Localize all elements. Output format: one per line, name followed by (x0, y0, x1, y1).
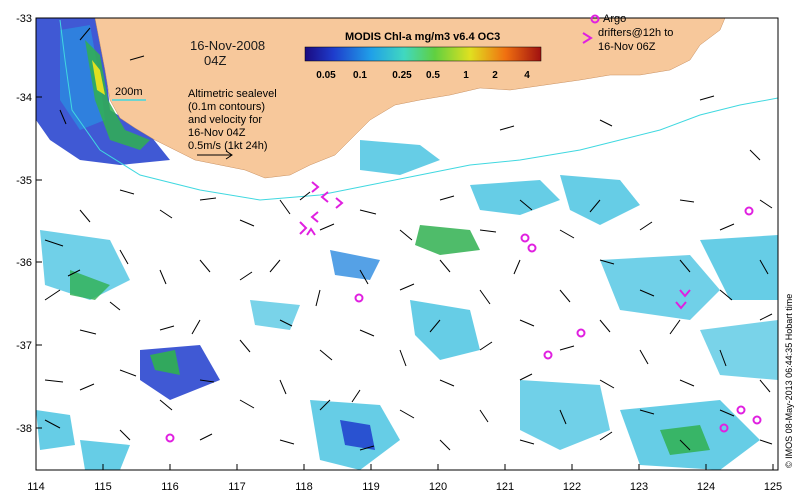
colorbar-label: 0.25 (392, 70, 412, 81)
argo-legend-marker (590, 14, 600, 24)
lon-tick-label: 118 (295, 481, 313, 493)
lat-tick-label: -35 (16, 175, 32, 187)
lon-tick-label: 124 (697, 481, 715, 493)
lon-tick-label: 122 (563, 481, 581, 493)
lon-tick-label: 117 (228, 481, 246, 493)
argo-drifter-tracks (299, 181, 691, 310)
lon-tick-label: 125 (764, 481, 782, 493)
altimetry-note: Altimetric sealevel (0.1m contours) and … (188, 88, 277, 152)
lon-tick-label: 115 (94, 481, 112, 493)
credit-label: © IMOS 08-May-2013 06:44:35 Hobart time (784, 294, 794, 468)
colorbar-title: MODIS Chl-a mg/m3 v6.4 OC3 (345, 31, 500, 43)
colorbar-label: 4 (524, 70, 530, 81)
latitude-labels: -33 -34 -35 -36 -37 -38 (16, 13, 32, 435)
lat-tick-label: -33 (16, 13, 32, 25)
altimetry-note-line: 16-Nov 04Z (188, 127, 246, 139)
lat-tick-label: -34 (16, 92, 32, 104)
plot-frame (35, 17, 779, 471)
velocity-arrows (44, 27, 773, 451)
lon-tick-label: 116 (161, 481, 179, 493)
chlorophyll-patches (36, 18, 778, 470)
altimetry-note-line: 0.5m/s (1kt 24h) (188, 140, 267, 152)
longitude-labels: 114 115 116 117 118 119 120 121 122 123 … (27, 481, 782, 493)
colorbar (304, 46, 542, 62)
date-label: 16-Nov-2008 (190, 38, 265, 53)
contour-legend-label: 200m (115, 86, 143, 98)
axis-ticks (35, 17, 774, 470)
lon-tick-label: 114 (27, 481, 45, 493)
argo-legend-track-marker (582, 32, 593, 44)
time-label: 04Z (204, 53, 226, 68)
altimetry-note-line: Altimetric sealevel (188, 88, 277, 100)
argo-drifters (165, 206, 762, 443)
depth-contour-200m (59, 19, 778, 201)
lon-tick-label: 121 (496, 481, 514, 493)
lon-tick-label: 123 (630, 481, 648, 493)
colorbar-label: 0.05 (316, 70, 336, 81)
australia-land (94, 18, 726, 179)
altimetry-note-line: (0.1m contours) (188, 101, 265, 113)
lat-tick-label: -37 (16, 340, 32, 352)
colorbar-label: 0.1 (353, 70, 367, 81)
argo-legend: Argo drifters@12h to 16-Nov 06Z (598, 13, 673, 53)
lat-tick-label: -36 (16, 257, 32, 269)
argo-legend-line: drifters@12h to (598, 27, 673, 39)
colorbar-label: 1 (463, 70, 469, 81)
colorbar-label: 0.5 (426, 70, 440, 81)
altimetry-note-line: and velocity for (188, 114, 262, 126)
lon-tick-label: 119 (362, 481, 380, 493)
argo-legend-line: Argo (603, 13, 626, 25)
velocity-scale-arrow (197, 150, 233, 160)
colorbar-labels: 0.05 0.1 0.25 0.5 1 2 4 (316, 70, 530, 81)
colorbar-label: 2 (492, 70, 498, 81)
lon-tick-label: 120 (429, 481, 447, 493)
lat-tick-label: -38 (16, 423, 32, 435)
argo-legend-line: 16-Nov 06Z (598, 41, 656, 53)
